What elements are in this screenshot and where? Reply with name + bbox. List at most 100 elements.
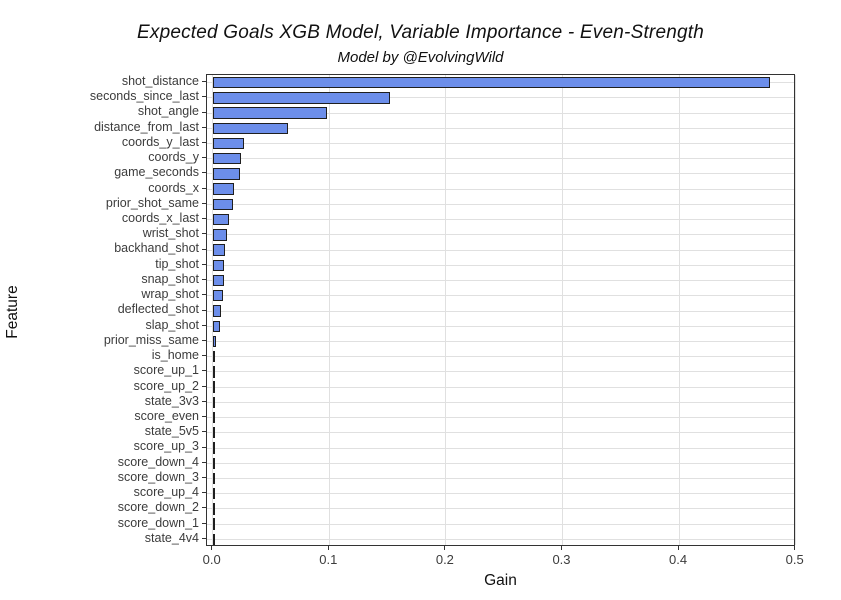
gridline-horizontal <box>207 432 794 434</box>
y-axis-tick <box>202 339 206 341</box>
y-axis-tick <box>202 476 206 478</box>
bar-score_down_2 <box>212 503 215 515</box>
gridline-horizontal <box>207 508 794 510</box>
y-axis-label-coords_y: coords_y <box>148 150 199 165</box>
y-axis-label-state_5v5: state_5v5 <box>144 424 199 439</box>
gridline-horizontal <box>207 447 794 449</box>
gridline-horizontal <box>207 295 794 297</box>
bar-distance_from_last <box>212 122 289 134</box>
gridline-horizontal <box>207 219 794 221</box>
gridline-horizontal <box>207 264 794 266</box>
gridline-horizontal <box>207 158 794 160</box>
x-axis-tick <box>211 546 213 550</box>
bar-tip_shot <box>212 259 225 271</box>
y-axis-label-score_down_3: score_down_3 <box>117 469 199 484</box>
y-axis-label-is_home: is_home <box>151 348 199 363</box>
bar-score_down_4 <box>212 457 215 469</box>
bar-coords_y <box>212 153 241 165</box>
y-axis-tick <box>202 461 206 463</box>
y-axis-labels: shot_distance seconds_since_last shot_angl… <box>0 74 199 546</box>
y-axis-tick <box>202 385 206 387</box>
chart-subtitle: Model by @EvolvingWild <box>337 49 504 66</box>
y-axis-label-score_up_4: score_up_4 <box>133 485 199 500</box>
y-axis-tick <box>202 446 206 448</box>
bar-prior_miss_same <box>212 335 216 348</box>
y-axis-label-deflected_shot: deflected_shot <box>117 302 199 317</box>
x-axis-title: Gain <box>484 572 517 589</box>
gridline-horizontal <box>207 417 794 419</box>
y-axis-tick <box>202 355 206 357</box>
gridline-horizontal <box>207 310 794 312</box>
gridline-horizontal <box>207 477 794 479</box>
y-axis-label-score_even: score_even <box>134 408 199 423</box>
y-axis-tick <box>202 248 206 250</box>
y-axis-label-prior_miss_same: prior_miss_same <box>103 332 199 347</box>
y-axis-label-coords_y_last: coords_y_last <box>121 134 199 149</box>
bar-seconds_since_last <box>212 92 390 104</box>
y-axis-label-distance_from_last: distance_from_last <box>94 119 199 134</box>
bar-game_seconds <box>212 168 240 180</box>
gridline-horizontal <box>207 249 794 251</box>
bar-shot_distance <box>212 76 771 89</box>
chart-title: Expected Goals XGB Model, Variable Impor… <box>137 22 704 43</box>
y-axis-label-score_up_3: score_up_3 <box>133 439 199 454</box>
y-axis-tick <box>202 202 206 204</box>
y-axis-tick <box>202 81 206 83</box>
bar-slap_shot <box>212 320 220 332</box>
gridline-horizontal <box>207 127 794 129</box>
gridline-horizontal <box>207 523 794 525</box>
y-axis-label-seconds_since_last: seconds_since_last <box>89 89 199 104</box>
y-axis-label-coords_x: coords_x <box>148 180 199 195</box>
x-axis-tick-label: 0.0 <box>202 552 221 567</box>
gridline-horizontal <box>207 462 794 464</box>
y-axis-tick <box>202 233 206 235</box>
bar-coords_x_last <box>212 213 229 226</box>
x-axis-tick <box>794 546 796 550</box>
bar-coords_y_last <box>212 137 245 150</box>
gridline-vertical <box>562 75 563 545</box>
x-axis-tick <box>444 546 446 550</box>
y-axis-tick <box>202 142 206 144</box>
x-axis-tick <box>677 546 679 550</box>
gridline-horizontal <box>207 234 794 236</box>
gridline-horizontal <box>207 143 794 145</box>
y-axis-label-score_down_4: score_down_4 <box>117 454 199 469</box>
x-axis-tick-label: 0.4 <box>669 552 688 567</box>
x-axis-tick-label: 0.3 <box>552 552 571 567</box>
y-axis-tick <box>202 370 206 372</box>
y-axis-tick <box>202 416 206 418</box>
y-axis-label-game_seconds: game_seconds <box>114 165 199 180</box>
y-axis-tick <box>202 111 206 113</box>
bar-is_home <box>212 350 215 363</box>
bar-wrap_shot <box>212 290 224 302</box>
y-axis-tick <box>202 492 206 494</box>
gridline-horizontal <box>207 371 794 373</box>
y-axis-label-score_down_2: score_down_2 <box>117 500 199 515</box>
bar-shot_angle <box>212 107 327 119</box>
y-axis-label-tip_shot: tip_shot <box>155 256 199 271</box>
bar-score_down_3 <box>212 472 215 485</box>
bar-backhand_shot <box>212 244 225 256</box>
x-axis-tick <box>561 546 562 550</box>
y-axis-tick <box>202 294 206 296</box>
y-axis-label-score_down_1: score_down_1 <box>117 515 199 530</box>
gridline-horizontal <box>207 325 794 327</box>
gridline-horizontal <box>207 356 794 358</box>
y-axis-label-coords_x_last: coords_x_last <box>121 211 199 226</box>
gridline-horizontal <box>207 386 794 388</box>
y-axis-tick <box>202 324 206 326</box>
bar-prior_shot_same <box>212 198 233 211</box>
y-axis-label-shot_distance: shot_distance <box>121 74 199 88</box>
y-axis-label-shot_angle: shot_angle <box>137 104 199 119</box>
y-axis-label-score_up_1: score_up_1 <box>133 363 199 378</box>
y-axis-label-wrist_shot: wrist_shot <box>142 226 199 241</box>
y-axis-tick <box>202 507 206 509</box>
gridline-horizontal <box>207 280 794 282</box>
gridline-vertical <box>795 75 797 545</box>
y-axis-tick <box>202 279 206 281</box>
x-axis-tick-label: 0.5 <box>785 552 804 567</box>
y-axis-label-prior_shot_same: prior_shot_same <box>105 195 199 210</box>
bar-state_5v5 <box>212 427 215 439</box>
y-axis-tick <box>202 309 206 311</box>
